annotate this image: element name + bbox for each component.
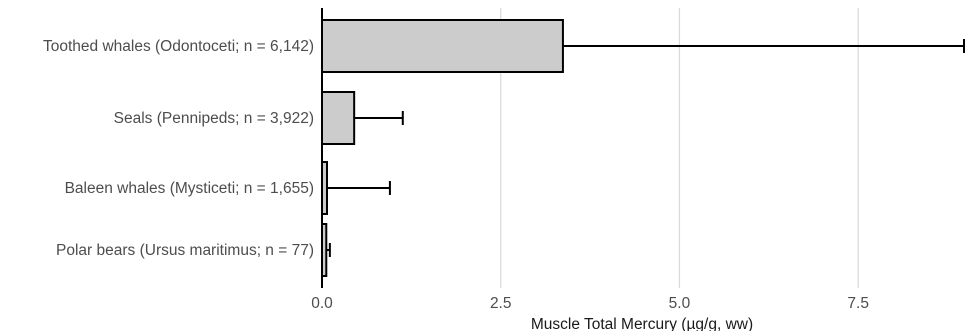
bars <box>321 19 564 277</box>
x-tick-label-3: 7.5 <box>847 295 869 312</box>
category-labels: Toothed whales (Odontoceti; n = 6,142) Se… <box>43 38 314 259</box>
x-axis-title: Muscle Total Mercury (µg/g, ww) <box>531 316 753 331</box>
category-label-0: Toothed whales (Odontoceti; n = 6,142) <box>43 38 314 55</box>
category-label-3: Polar bears (Ursus maritimus; n = 77) <box>56 242 314 259</box>
category-label-1: Seals (Pennipeds; n = 3,922) <box>114 110 314 127</box>
category-label-2: Baleen whales (Mysticeti; n = 1,655) <box>65 180 314 197</box>
bar-0 <box>321 19 564 73</box>
bar-1 <box>321 91 356 145</box>
x-tick-label-1: 2.5 <box>490 295 512 312</box>
x-tick-label-0: 0.0 <box>311 295 333 312</box>
error-bars <box>326 39 965 257</box>
x-tick-label-2: 5.0 <box>669 295 691 312</box>
x-tick-labels: 0.0 2.5 5.0 7.5 <box>311 295 869 312</box>
